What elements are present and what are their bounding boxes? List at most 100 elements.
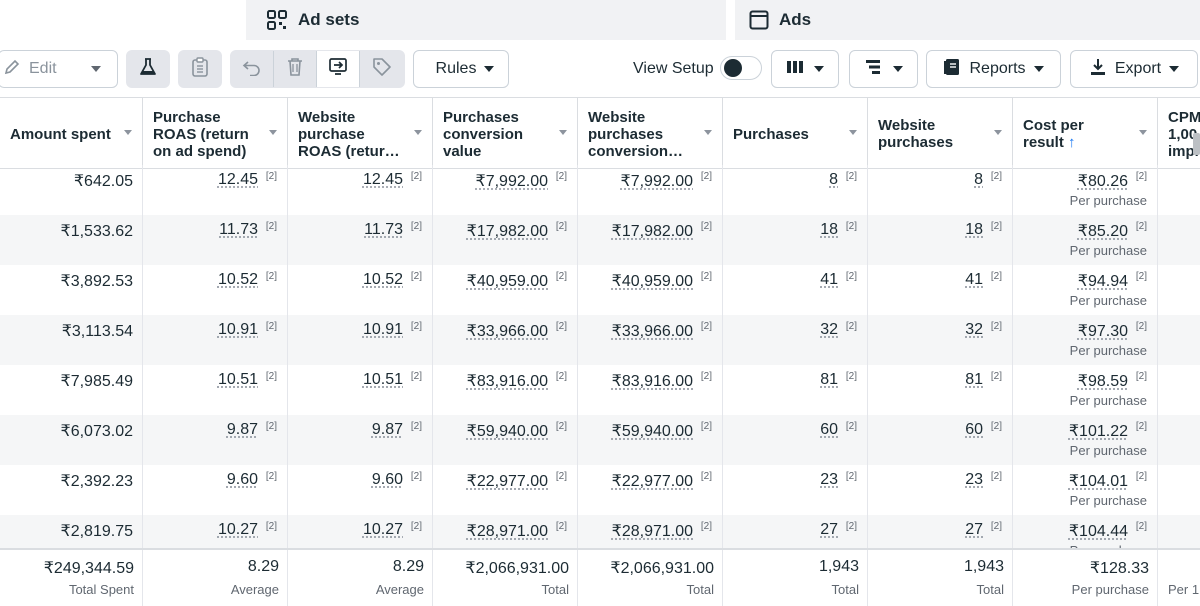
cell-value[interactable]: ₹59,940.00: [612, 421, 693, 441]
footnote-marker[interactable]: [2]: [556, 221, 567, 232]
column-header-cost-per-result[interactable]: Cost per result ↑: [1013, 98, 1158, 170]
footnote-marker[interactable]: [2]: [411, 521, 422, 532]
footnote-marker[interactable]: [2]: [266, 521, 277, 532]
footnote-marker[interactable]: [2]: [991, 421, 1002, 432]
reports-button[interactable]: Reports: [926, 50, 1061, 88]
cell-value[interactable]: ₹83,916.00: [612, 371, 693, 391]
column-header-website-purchases-conversion[interactable]: Website purchases conversion…: [578, 98, 723, 170]
cell-value[interactable]: ₹104.44: [1069, 521, 1128, 541]
cell-value[interactable]: 12.45: [363, 171, 403, 189]
cell-value[interactable]: 23: [965, 471, 983, 489]
cell-value[interactable]: 10.27: [218, 521, 258, 539]
column-header-purchase-roas[interactable]: Purchase ROAS (return on ad spend): [143, 98, 288, 170]
cell-value[interactable]: 9.60: [227, 471, 258, 489]
ab-test-button[interactable]: [126, 50, 170, 88]
cell-value[interactable]: ₹33,966.00: [612, 321, 693, 341]
cell-value[interactable]: 81: [820, 371, 838, 389]
cell-value[interactable]: 81: [965, 371, 983, 389]
cell-value[interactable]: 11.73: [364, 221, 403, 239]
column-header-website-purchase-roas[interactable]: Website purchase ROAS (retur…: [288, 98, 433, 170]
column-header-purchases-conversion-value[interactable]: Purchases conversion value: [433, 98, 578, 170]
cell-value[interactable]: ₹17,982.00: [467, 221, 548, 241]
cell-value[interactable]: 8: [974, 171, 983, 189]
cell-value[interactable]: 41: [965, 271, 983, 289]
footnote-marker[interactable]: [2]: [1136, 271, 1147, 282]
footnote-marker[interactable]: [2]: [1136, 171, 1147, 182]
footnote-marker[interactable]: [2]: [1136, 221, 1147, 232]
footnote-marker[interactable]: [2]: [701, 471, 712, 482]
cell-value[interactable]: 32: [820, 321, 838, 339]
footnote-marker[interactable]: [2]: [846, 271, 857, 282]
cell-value[interactable]: 41: [820, 271, 838, 289]
cell-value[interactable]: ₹83,916.00: [467, 371, 548, 391]
footnote-marker[interactable]: [2]: [846, 321, 857, 332]
footnote-marker[interactable]: [2]: [846, 521, 857, 532]
table-row[interactable]: ₹3,113.54 10.91 [2] 10.91 [2] ₹33,966.00 [2] ₹3…: [0, 315, 1200, 365]
cell-value[interactable]: 10.52: [218, 271, 258, 289]
cell-value[interactable]: ₹101.22: [1069, 421, 1128, 441]
cell-value[interactable]: 60: [965, 421, 983, 439]
footnote-marker[interactable]: [2]: [991, 471, 1002, 482]
cell-value[interactable]: 18: [965, 221, 983, 239]
cell-value[interactable]: 27: [965, 521, 983, 539]
footnote-marker[interactable]: [2]: [411, 321, 422, 332]
footnote-marker[interactable]: [2]: [991, 221, 1002, 232]
export-button[interactable]: Export: [1070, 50, 1198, 88]
cell-value[interactable]: 9.60: [372, 471, 403, 489]
table-row[interactable]: ₹7,985.49 10.51 [2] 10.51 [2] ₹83,916.00 [2] ₹8…: [0, 365, 1200, 415]
footnote-marker[interactable]: [2]: [846, 371, 857, 382]
footnote-marker[interactable]: [2]: [846, 421, 857, 432]
cell-value[interactable]: ₹22,977.00: [612, 471, 693, 491]
footnote-marker[interactable]: [2]: [266, 221, 277, 232]
cell-value[interactable]: 10.91: [218, 321, 258, 339]
footnote-marker[interactable]: [2]: [556, 521, 567, 532]
cell-value[interactable]: ₹22,977.00: [467, 471, 548, 491]
cell-value[interactable]: ₹59,940.00: [467, 421, 548, 441]
footnote-marker[interactable]: [2]: [701, 321, 712, 332]
cell-value[interactable]: ₹7,992.00: [621, 171, 693, 191]
footnote-marker[interactable]: [2]: [701, 271, 712, 282]
cell-value[interactable]: 23: [820, 471, 838, 489]
footnote-marker[interactable]: [2]: [991, 321, 1002, 332]
footnote-marker[interactable]: [2]: [846, 221, 857, 232]
cell-value[interactable]: 10.51: [218, 371, 258, 389]
delete-button[interactable]: [274, 51, 317, 87]
cell-value[interactable]: ₹85.20: [1078, 221, 1128, 241]
footnote-marker[interactable]: [2]: [266, 471, 277, 482]
cell-value[interactable]: 10.27: [363, 521, 403, 539]
cell-value[interactable]: ₹104.01: [1069, 471, 1128, 491]
tab-ad-sets[interactable]: Ad sets: [246, 0, 726, 40]
footnote-marker[interactable]: [2]: [411, 271, 422, 282]
footnote-marker[interactable]: [2]: [701, 221, 712, 232]
footnote-marker[interactable]: [2]: [556, 471, 567, 482]
cell-value[interactable]: ₹80.26: [1078, 171, 1128, 191]
footnote-marker[interactable]: [2]: [701, 521, 712, 532]
horizontal-scrollbar-thumb[interactable]: [1193, 133, 1200, 155]
footnote-marker[interactable]: [2]: [1136, 371, 1147, 382]
tab-ads[interactable]: Ads: [735, 0, 1200, 40]
table-row[interactable]: ₹3,892.53 10.52 [2] 10.52 [2] ₹40,959.00 [2] ₹4…: [0, 265, 1200, 315]
footnote-marker[interactable]: [2]: [1136, 321, 1147, 332]
footnote-marker[interactable]: [2]: [556, 271, 567, 282]
columns-button[interactable]: [771, 50, 839, 88]
footnote-marker[interactable]: [2]: [266, 271, 277, 282]
column-header-purchases[interactable]: Purchases: [723, 98, 868, 170]
tag-button[interactable]: [360, 51, 403, 87]
footnote-marker[interactable]: [2]: [1136, 471, 1147, 482]
footnote-marker[interactable]: [2]: [1136, 521, 1147, 532]
cell-value[interactable]: 12.45: [218, 171, 258, 189]
cell-value[interactable]: ₹40,959.00: [612, 271, 693, 291]
table-row[interactable]: ₹6,073.02 9.87 [2] 9.87 [2] ₹59,940.00 [2] ₹59,…: [0, 415, 1200, 465]
cell-value[interactable]: ₹97.30: [1078, 321, 1128, 341]
footnote-marker[interactable]: [2]: [701, 371, 712, 382]
cell-value[interactable]: ₹94.94: [1078, 271, 1128, 291]
rules-button[interactable]: Rules: [413, 50, 509, 88]
cell-value[interactable]: ₹98.59: [1078, 371, 1128, 391]
footnote-marker[interactable]: [2]: [556, 171, 567, 182]
preview-button[interactable]: [317, 51, 360, 87]
column-header-amount-spent[interactable]: Amount spent: [0, 98, 143, 170]
cell-value[interactable]: 8: [829, 171, 838, 189]
cell-value[interactable]: 10.51: [363, 371, 403, 389]
footnote-marker[interactable]: [2]: [266, 421, 277, 432]
footnote-marker[interactable]: [2]: [556, 371, 567, 382]
